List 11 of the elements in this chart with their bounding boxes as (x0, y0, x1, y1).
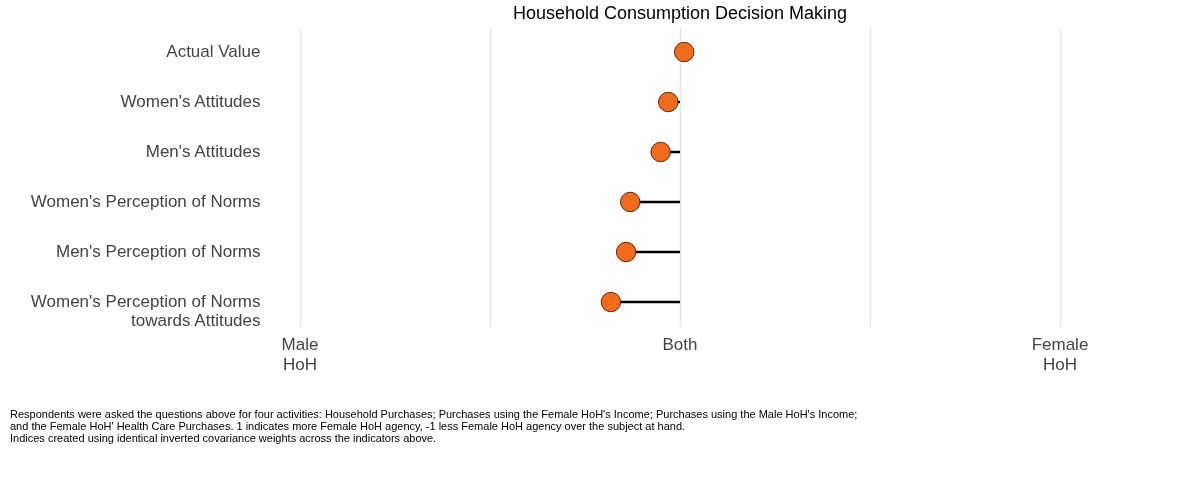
text: Respondents were asked the questions above for four activities: Household Purchases; Purchases using the Female HoH's Income; Purchases using the Male HoH's Income; and the Female HoH' Health Care Purchases. 1 indicates more Female HoH agency, -1 less Female HoH agency over the subject at hand. Indices created using identical inverted covariance weights across the indicators above. (10, 408, 858, 444)
text: Both (662, 335, 698, 354)
y-tick-label: Men's Perception of Norms (56, 242, 261, 261)
y-tick-label: Women's Perception of Norms (30, 192, 261, 211)
y-tick-label: Women's Perception of Norms towards Attitudes (30, 292, 261, 330)
y-tick-label: Actual Value (166, 42, 261, 61)
y-tick-label: Women's Attitudes (120, 92, 261, 111)
chart-title: Household Consumption Decision Making (512, 3, 848, 23)
text: Female HoH (1031, 335, 1089, 374)
y-tick-label: Men's Attitudes (145, 142, 261, 161)
text: Male HoH (281, 335, 319, 374)
